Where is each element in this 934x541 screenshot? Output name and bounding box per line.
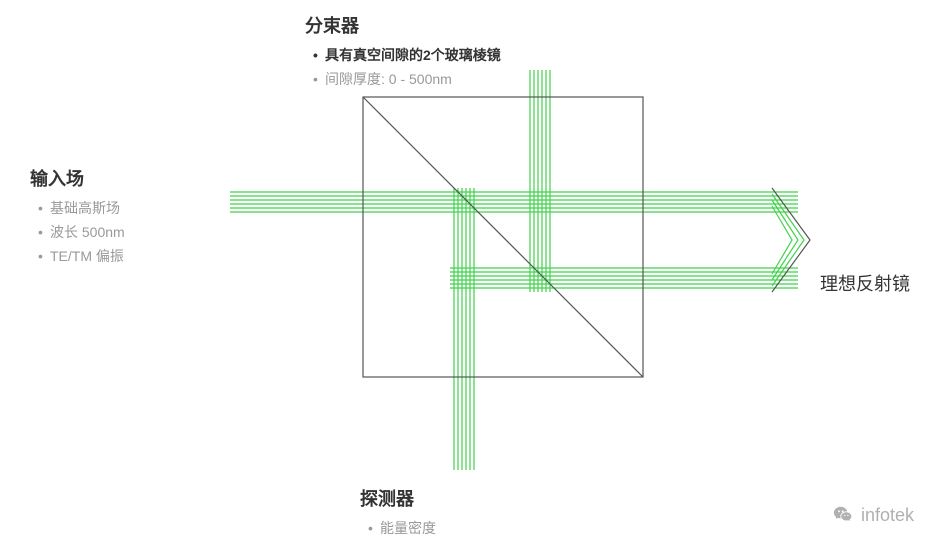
input-field-item: TE/TM 偏振 [30,245,125,269]
beam-splitter-item-light: 间隙厚度: 0 - 500nm [305,68,501,92]
detector-label-group: 探测器 能量密度 [360,485,436,541]
wechat-icon [833,504,855,526]
watermark-text: infotek [861,505,914,526]
input-field-label-group: 输入场 基础高斯场 波长 500nm TE/TM 偏振 [30,165,125,268]
input-field-item: 波长 500nm [30,221,125,245]
beam-splitter-item-bold: 具有真空间隙的2个玻璃棱镜 [305,44,501,68]
detector-item: 能量密度 [360,517,436,541]
input-field-item: 基础高斯场 [30,197,125,221]
detector-title: 探测器 [360,485,436,511]
beam-splitter-label-group: 分束器 具有真空间隙的2个玻璃棱镜 间隙厚度: 0 - 500nm [305,12,501,92]
input-field-title: 输入场 [30,165,125,191]
watermark: infotek [833,504,914,526]
mirror-label: 理想反射镜 [820,270,910,296]
beam-splitter-title: 分束器 [305,12,501,38]
